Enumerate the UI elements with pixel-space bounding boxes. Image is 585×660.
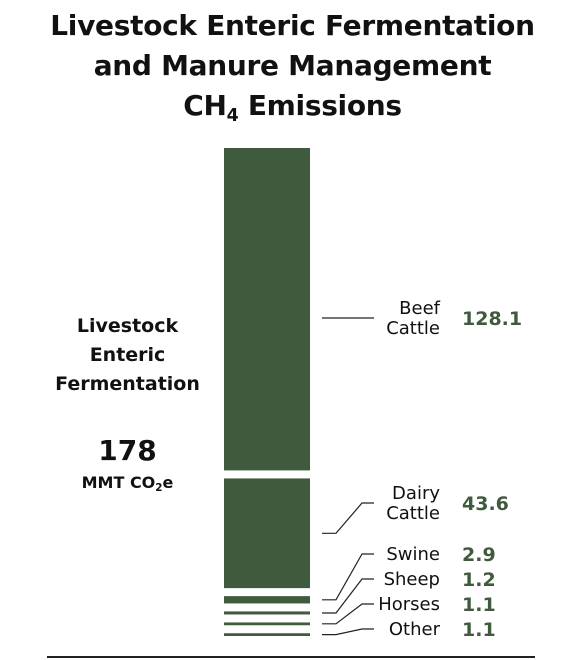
value-label-5: 1.1 (462, 619, 496, 641)
chart-title: Livestock Enteric Fermentation and Manur… (0, 6, 585, 130)
bar-segment-4 (224, 622, 310, 626)
group-label: Livestock Enteric Fermentation (40, 312, 215, 399)
bar-segment-0 (224, 148, 310, 471)
leader-line-5 (322, 628, 374, 636)
value-label-4: 1.1 (462, 594, 496, 616)
leader-line-1 (322, 502, 374, 534)
group-label-line-3: Fermentation (55, 373, 200, 395)
category-label-1-line-0: Dairy (392, 483, 440, 504)
value-label-3: 1.2 (462, 569, 496, 591)
total-value: 178 (98, 434, 157, 467)
total-unit-main: MMT CO (81, 473, 156, 492)
total-unit-rest: e (162, 473, 174, 492)
leader-line-2 (322, 553, 374, 601)
category-label-0-line-0: Beef (399, 298, 440, 319)
bar-segment-3 (224, 611, 310, 615)
category-label-0-line-1: Cattle (386, 318, 440, 339)
category-label-3-line-0: Sheep (384, 569, 440, 590)
chart-title-subscript: 4 (226, 106, 239, 127)
category-label-5-line-0: Other (389, 619, 441, 640)
category-label-2-line-0: Swine (386, 544, 440, 565)
chart-title-emissions: Emissions (238, 89, 402, 122)
total-unit: MMT CO2e (40, 472, 215, 496)
category-label-4-line-0: Horses (378, 594, 440, 615)
value-label-1: 43.6 (462, 493, 509, 515)
value-label-2: 2.9 (462, 544, 496, 566)
value-label-0: 128.1 (462, 308, 522, 330)
baseline-rule (47, 656, 535, 658)
bar-segment-1 (224, 478, 310, 589)
group-label-line-1: Livestock (76, 315, 179, 337)
chart-title-line-1: Livestock Enteric Fermentation (50, 9, 535, 42)
leader-line-4 (322, 603, 374, 625)
total-unit-subscript: 2 (155, 482, 163, 495)
category-label-1-line-1: Cattle (386, 503, 440, 524)
bar-segment-5 (224, 633, 310, 636)
leader-line-3 (322, 578, 374, 614)
chart-title-ch: CH (183, 89, 227, 122)
chart-title-line-3: CH4 Emissions (0, 86, 585, 130)
group-label-line-2: Enteric (89, 344, 166, 366)
chart-title-line-2: and Manure Management (93, 49, 492, 82)
bar-segment-2 (224, 596, 310, 604)
